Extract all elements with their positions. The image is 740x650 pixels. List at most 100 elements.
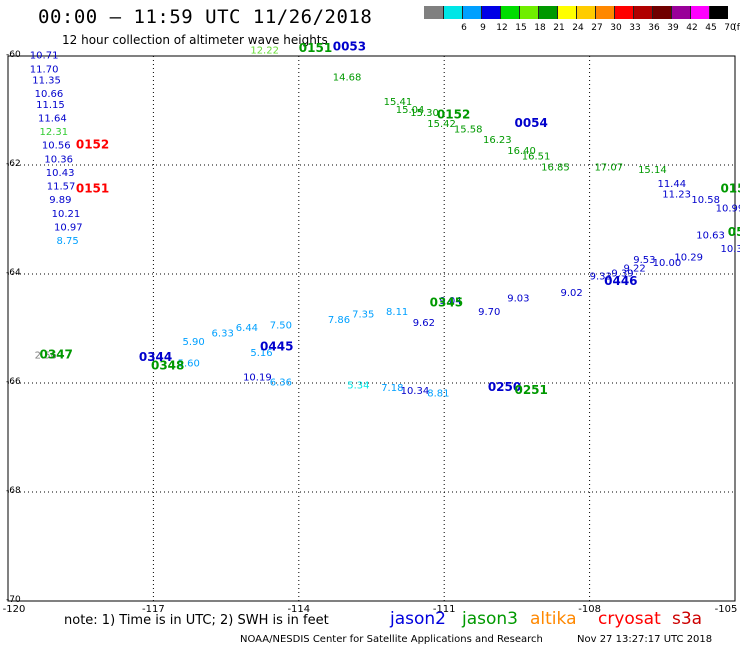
pass-time-label: 0151 xyxy=(76,181,109,195)
wave-height-label: 9.04 xyxy=(439,296,461,307)
legend-swatch xyxy=(595,6,614,19)
wave-height-label: 9.39 xyxy=(611,269,633,280)
pass-time-label: 0348 xyxy=(151,358,184,372)
wave-height-label: 16.23 xyxy=(483,135,512,146)
wave-height-label: 11.44 xyxy=(657,179,686,190)
wave-height-label: 9.33 xyxy=(590,271,612,282)
x-tick-label: -105 xyxy=(714,604,738,615)
x-tick-label: -108 xyxy=(578,604,601,615)
pass-time-label: 0054 xyxy=(514,116,547,130)
satellite-name-jason3: jason3 xyxy=(462,609,518,629)
legend-swatch-label: 6 xyxy=(461,23,467,33)
legend-swatch-label: 70 xyxy=(724,23,736,33)
y-tick-label: -60 xyxy=(6,50,21,60)
wave-height-label: 6.33 xyxy=(212,329,234,340)
wave-height-label: 12.22 xyxy=(250,45,279,56)
chart-subtitle: 12 hour collection of altimeter wave hei… xyxy=(62,33,328,47)
legend-swatch-label: 24 xyxy=(572,23,584,33)
wave-height-label: 11.57 xyxy=(47,182,76,193)
wave-height-label: 15.58 xyxy=(454,124,483,135)
footnote: note: 1) Time is in UTC; 2) SWH is in fe… xyxy=(64,613,329,628)
wave-height-label: 2.56 xyxy=(35,350,57,361)
pass-time-label: 05 xyxy=(728,225,740,239)
satellite-name-s3a: s3a xyxy=(672,609,703,629)
wave-height-label: 9.62 xyxy=(413,318,435,329)
wave-height-label: 16.85 xyxy=(541,162,570,173)
y-tick-label: -66 xyxy=(6,377,21,387)
wave-height-label: 11.35 xyxy=(32,75,61,86)
wave-height-label: 8.81 xyxy=(427,389,449,400)
wave-height-label: 10.63 xyxy=(696,231,725,242)
pass-time-label: 0251 xyxy=(514,383,547,397)
wave-height-label: 17.07 xyxy=(594,162,623,173)
pass-time-label: 0347 xyxy=(40,347,73,361)
legend-swatch xyxy=(538,6,557,19)
legend-swatch xyxy=(462,6,481,19)
wave-height-label: 11.23 xyxy=(662,190,691,201)
wave-height-label: 10.19 xyxy=(243,372,272,383)
legend-swatch-label: 18 xyxy=(534,23,546,33)
y-tick-label: -64 xyxy=(6,268,21,278)
pass-time-label: 0152 xyxy=(437,108,470,122)
wave-height-label: 7.86 xyxy=(328,315,350,326)
legend-swatch-label: 36 xyxy=(648,23,660,33)
wave-height-label: 10.36 xyxy=(44,154,73,165)
wave-height-label: 10.43 xyxy=(46,168,75,179)
wave-height-label: 7.50 xyxy=(270,321,292,332)
wave-height-label: 5.34 xyxy=(347,380,369,391)
wave-height-label: 15.04 xyxy=(396,105,425,116)
grid-lines xyxy=(8,56,735,601)
wave-height-label: 10.29 xyxy=(674,252,703,263)
satellite-name-jason2: jason2 xyxy=(390,609,446,629)
wave-height-label: 15.42 xyxy=(427,119,456,130)
satellite-name-altika: altika xyxy=(530,609,577,629)
legend-swatch xyxy=(671,6,690,19)
wave-height-label: 9.03 xyxy=(507,293,529,304)
legend-swatch xyxy=(633,6,652,19)
y-tick-label: -62 xyxy=(6,159,21,169)
pass-time-label: 0446 xyxy=(604,274,637,288)
legend-swatch xyxy=(709,6,728,19)
wave-height-label: 11.15 xyxy=(36,100,65,111)
wave-height-label: 10.71 xyxy=(30,51,59,62)
pass-time-label: 0345 xyxy=(430,296,463,310)
wave-height-label: 12.31 xyxy=(40,127,69,138)
plot-border xyxy=(7,55,736,602)
pass-time-label: 0445 xyxy=(260,339,293,353)
wave-height-label: 10.34 xyxy=(720,244,740,255)
legend-swatch xyxy=(690,6,709,19)
wave-height-label: 10.97 xyxy=(54,222,83,233)
wave-height-label: 5.16 xyxy=(250,348,272,359)
wave-height-label: 15.30 xyxy=(410,108,439,119)
wave-height-label: 15.14 xyxy=(638,165,667,176)
generation-timestamp: Nov 27 13:27:17 UTC 2018 xyxy=(577,634,713,645)
wave-height-label: 11.70 xyxy=(30,64,59,75)
legend-swatch xyxy=(519,6,538,19)
wave-height-label: 10.56 xyxy=(42,141,71,152)
wave-height-label: 9.89 xyxy=(49,195,71,206)
legend-swatch xyxy=(481,6,500,19)
wave-height-label: 16.40 xyxy=(507,146,536,157)
color-legend xyxy=(424,6,728,19)
wave-height-label: 6.36 xyxy=(270,378,292,389)
wave-height-label: 9.53 xyxy=(633,255,655,266)
y-tick-label: -68 xyxy=(6,486,21,496)
legend-swatch xyxy=(424,6,443,19)
x-tick-label: -120 xyxy=(2,604,26,615)
plot-frame xyxy=(7,55,736,602)
wave-height-label: 10.21 xyxy=(52,209,81,220)
wave-height-label: 10.34 xyxy=(401,386,430,397)
pass-time-label: 0151 xyxy=(720,181,740,195)
x-tick-label: -114 xyxy=(287,604,311,615)
legend-swatch xyxy=(652,6,671,19)
wave-height-label: 11.64 xyxy=(38,113,67,124)
legend-swatch-label: 15 xyxy=(515,23,527,33)
pass-time-label: 0344 xyxy=(139,350,172,364)
wave-height-label: 7.35 xyxy=(352,310,374,321)
legend-swatch-label: 30 xyxy=(610,23,622,33)
wave-height-label: 9.70 xyxy=(478,307,500,318)
legend-swatch-label: 27 xyxy=(591,23,603,33)
legend-swatch xyxy=(557,6,576,19)
legend-swatch-label: 33 xyxy=(629,23,641,33)
